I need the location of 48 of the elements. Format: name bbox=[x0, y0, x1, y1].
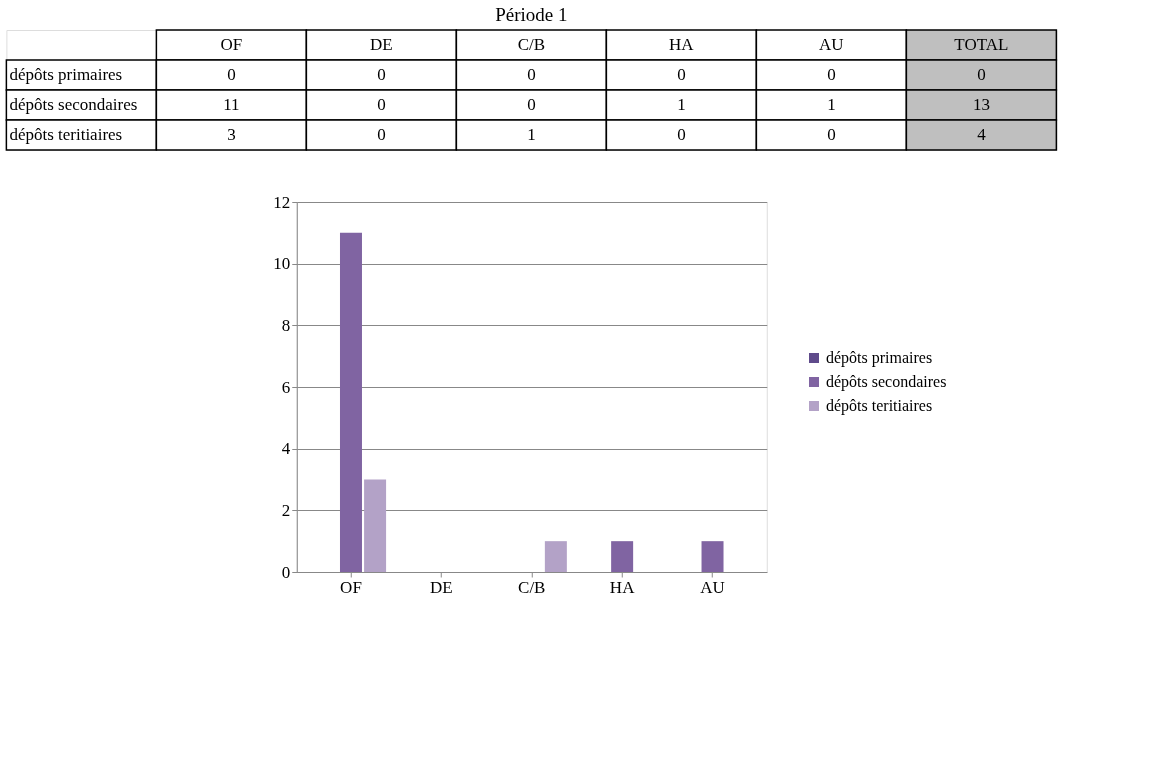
data-label: 0 bbox=[677, 65, 686, 84]
data-label: 0 bbox=[827, 125, 836, 144]
x-tick-label: HA bbox=[669, 35, 695, 54]
x-tick-label: AU bbox=[700, 577, 725, 597]
data-label: 3 bbox=[227, 125, 236, 144]
bar bbox=[364, 479, 387, 572]
bar bbox=[611, 541, 634, 572]
data-label: 0 bbox=[227, 65, 236, 84]
y-tick-label: 12 bbox=[273, 192, 291, 212]
x-tick-label: C/B bbox=[517, 35, 546, 54]
y-tick-label: dépôts primaires bbox=[9, 65, 123, 84]
x-tick-label: DE bbox=[370, 35, 393, 54]
data-label: 0 bbox=[977, 65, 986, 84]
x-tick-label: OF bbox=[340, 577, 362, 597]
data-label: 0 bbox=[527, 95, 536, 114]
legend-label: dépôts secondaires bbox=[826, 373, 947, 391]
data-label: 0 bbox=[377, 125, 386, 144]
bar bbox=[544, 541, 567, 572]
data-label: 0 bbox=[677, 125, 686, 144]
legend-label: dépôts teritiaires bbox=[826, 397, 933, 415]
bar bbox=[339, 232, 362, 572]
data-label: 0 bbox=[827, 65, 836, 84]
x-tick-label: C/B bbox=[518, 577, 546, 597]
y-tick-label: 0 bbox=[281, 562, 291, 582]
x-tick-label: OF bbox=[220, 35, 243, 54]
y-tick-label: 2 bbox=[281, 500, 291, 520]
y-tick-label: dépôts teritiaires bbox=[9, 125, 123, 144]
data-label: 0 bbox=[377, 95, 386, 114]
legend-label: dépôts primaires bbox=[826, 349, 933, 367]
y-tick-label: 10 bbox=[273, 254, 291, 274]
x-tick-label: TOTAL bbox=[954, 35, 1009, 54]
x-tick-label: DE bbox=[430, 577, 453, 597]
data-label: 1 bbox=[677, 95, 686, 114]
data-label: 11 bbox=[223, 95, 240, 114]
y-tick-label: 4 bbox=[281, 439, 291, 459]
y-tick-label: 6 bbox=[281, 377, 291, 397]
data-label: 0 bbox=[377, 65, 386, 84]
y-tick-label: dépôts secondaires bbox=[9, 95, 138, 114]
data-label: 0 bbox=[527, 65, 536, 84]
x-tick-label: HA bbox=[609, 577, 636, 597]
x-tick-label: AU bbox=[819, 35, 844, 54]
data-label: 13 bbox=[972, 95, 990, 114]
bar bbox=[701, 541, 724, 572]
data-label: 1 bbox=[827, 95, 836, 114]
chart-title: Période 1 bbox=[495, 4, 568, 26]
data-label: 4 bbox=[977, 125, 987, 144]
data-label: 1 bbox=[527, 125, 536, 144]
y-tick-label: 8 bbox=[281, 315, 291, 335]
